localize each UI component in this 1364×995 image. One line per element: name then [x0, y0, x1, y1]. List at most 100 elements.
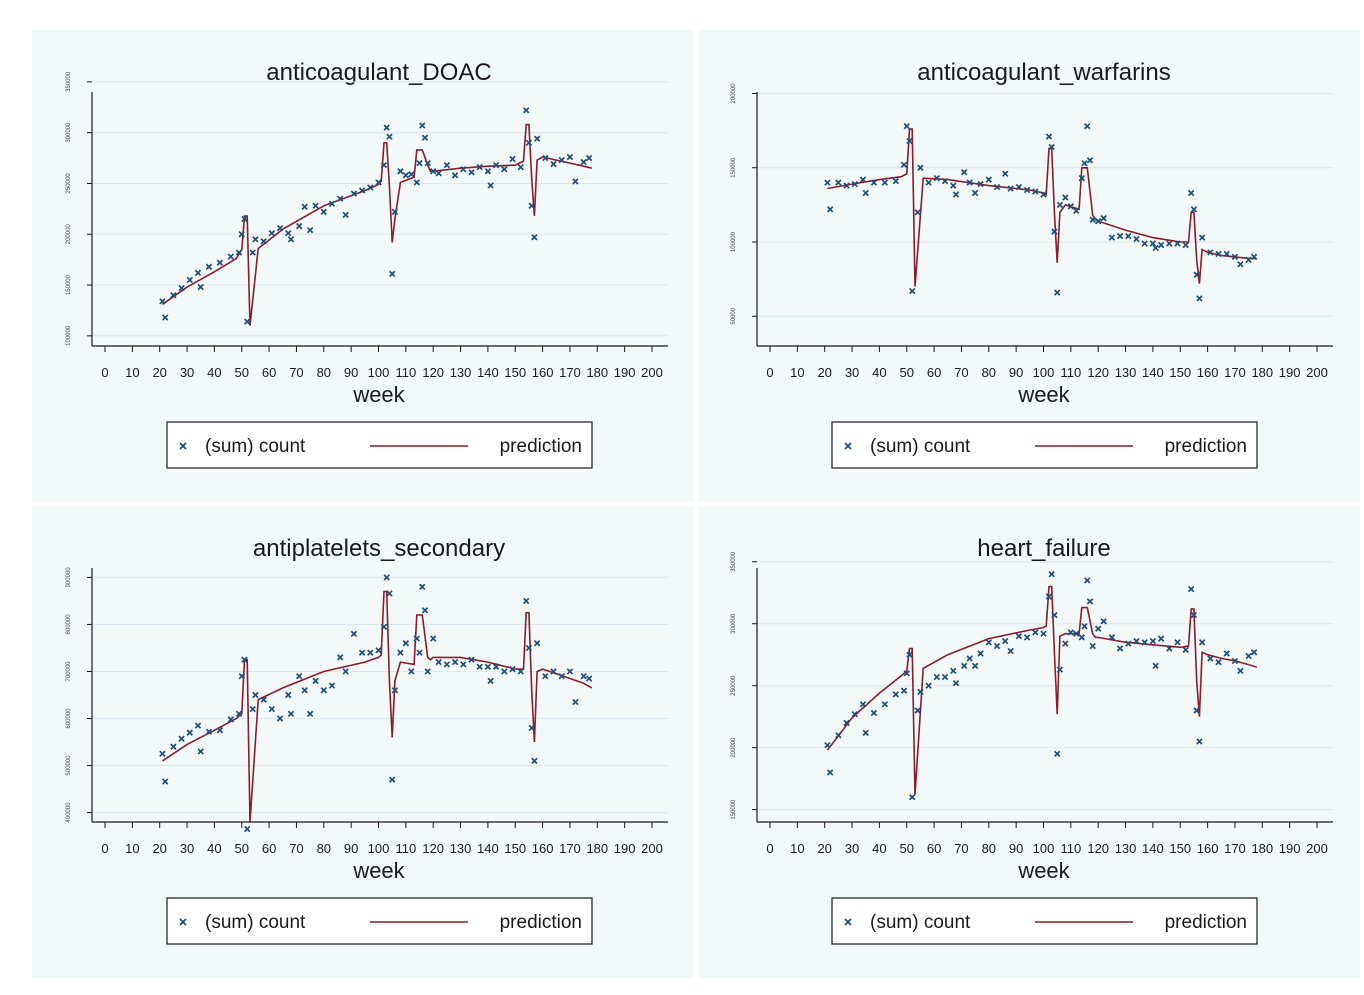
data-point: [960, 662, 968, 670]
data-point: [416, 649, 423, 656]
data-point: [413, 635, 420, 642]
data-point: [580, 158, 587, 166]
x-tick-label: 30: [180, 365, 194, 380]
data-point: [900, 161, 908, 168]
data-point: [287, 236, 295, 243]
data-point: [1073, 207, 1080, 215]
x-tick-label: 0: [766, 841, 773, 856]
data-point: [484, 663, 492, 670]
legend-label-count: (sum) count: [870, 912, 971, 933]
data-point: [977, 650, 984, 657]
x-tick-label: 130: [1115, 365, 1137, 380]
data-point: [1152, 244, 1159, 252]
data-point: [826, 206, 834, 213]
x-tick-label: 130: [450, 841, 472, 856]
data-point: [906, 137, 913, 145]
data-point: [1133, 637, 1140, 645]
data-point: [1157, 241, 1165, 249]
data-point: [170, 291, 177, 299]
data-point: [197, 748, 204, 755]
x-tick-label: 110: [395, 365, 416, 380]
data-point: [397, 168, 404, 175]
data-point: [383, 574, 390, 581]
x-tick-label: 160: [1197, 841, 1219, 856]
data-point: [550, 668, 557, 675]
data-point: [1094, 218, 1102, 225]
data-point: [533, 135, 541, 142]
data-point: [1250, 253, 1258, 261]
x-tick-label: 0: [101, 841, 108, 856]
data-point: [851, 711, 858, 718]
x-tick-label: 90: [1009, 365, 1023, 380]
data-point: [1007, 647, 1014, 655]
data-point: [870, 709, 878, 717]
data-point: [993, 183, 1001, 191]
data-point: [1081, 160, 1088, 167]
data-point: [320, 687, 328, 694]
y-tick-label: 300000: [66, 122, 72, 143]
data-point: [917, 164, 924, 171]
x-tick-label: 50: [235, 841, 249, 856]
data-point: [1166, 240, 1173, 247]
y-tick-label: 700000: [66, 661, 72, 682]
data-point: [276, 715, 284, 722]
legend-label-prediction: prediction: [1165, 912, 1247, 933]
y-tick-label: 350000: [66, 71, 72, 92]
data-point: [328, 682, 336, 689]
data-point: [285, 691, 292, 699]
data-point: [1149, 240, 1157, 247]
data-point: [1045, 133, 1053, 140]
x-tick-label: 190: [614, 841, 636, 856]
data-point: [413, 179, 420, 186]
y-tick-label: 600000: [66, 708, 72, 729]
data-point: [1053, 289, 1061, 296]
chart-3: antiplatelets_secondary 400000 500000 60000…: [66, 535, 668, 945]
y-tick-label: 350000: [731, 551, 737, 572]
data-point: [977, 180, 984, 188]
data-point: [249, 249, 256, 256]
data-point: [301, 687, 308, 694]
data-point: [509, 665, 516, 673]
data-point: [925, 682, 932, 689]
data-point: [429, 168, 437, 175]
data-point: [227, 253, 235, 260]
y-tick-label: 500000: [66, 755, 72, 776]
y-tick-label: 250000: [731, 675, 737, 696]
y-tick-label: 200000: [731, 737, 737, 758]
data-point: [971, 189, 979, 197]
data-point: [337, 654, 344, 661]
x-axis-label: week: [1017, 382, 1070, 407]
x-tick-label: 20: [152, 841, 166, 856]
data-point: [1116, 645, 1124, 652]
legend-label-count: (sum) count: [205, 912, 306, 933]
data-point: [1231, 253, 1239, 261]
data-point: [950, 667, 957, 675]
data-point: [1062, 194, 1069, 201]
x-tick-label: 10: [125, 841, 139, 856]
y-tick-label: 150000: [731, 799, 737, 820]
data-point: [408, 668, 415, 675]
y-tick-label: 900000: [66, 567, 72, 588]
y-tick-label: 150000: [66, 274, 72, 295]
data-point: [542, 154, 549, 162]
data-point: [386, 133, 393, 140]
data-point: [558, 156, 565, 164]
x-tick-label: 20: [817, 841, 831, 856]
x-tick-label: 160: [532, 365, 554, 380]
prediction-line: [161, 123, 592, 326]
data-point: [501, 166, 508, 173]
chart-4: heart_failure 150000 200000 250000 300000 350…: [731, 535, 1333, 945]
data-point: [1078, 174, 1085, 182]
data-point: [566, 668, 574, 675]
data-point: [468, 656, 475, 663]
legend-label-prediction: prediction: [1165, 436, 1247, 457]
data-point: [1223, 650, 1230, 657]
data-point: [1084, 122, 1091, 130]
data-point: [1187, 189, 1195, 197]
x-tick-label: 170: [1224, 365, 1246, 380]
legend-box: [166, 897, 593, 945]
data-point: [824, 179, 831, 186]
data-point: [914, 707, 921, 714]
data-point: [476, 163, 483, 171]
data-point: [1133, 235, 1140, 243]
